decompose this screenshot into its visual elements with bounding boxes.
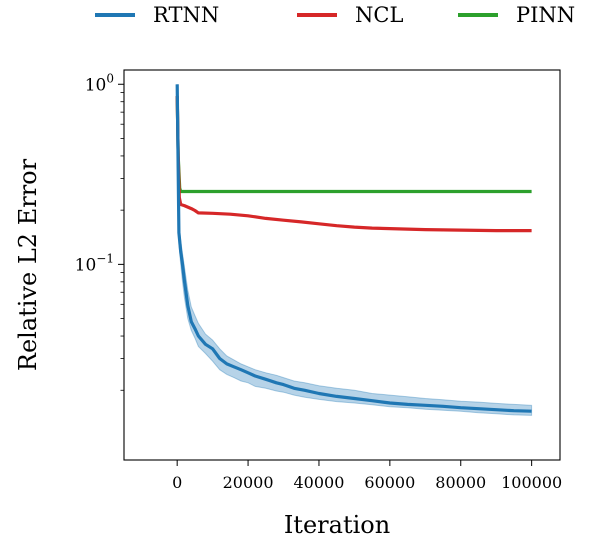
y-tick-label: 10−1 bbox=[75, 251, 114, 275]
ncl-line bbox=[175, 96, 532, 233]
legend-label-pinn: PINN bbox=[516, 3, 575, 27]
series-lines bbox=[175, 84, 532, 413]
legend-label-rtnn: RTNN bbox=[153, 3, 219, 27]
pinn-line bbox=[175, 96, 532, 194]
x-tick-label: 60000 bbox=[364, 473, 415, 492]
legend: RTNN NCL PINN bbox=[95, 3, 575, 27]
y-axis-label: Relative L2 Error bbox=[14, 158, 42, 371]
rtnn-band bbox=[176, 84, 533, 416]
rtnn-line bbox=[175, 84, 532, 413]
legend-label-ncl: NCL bbox=[355, 3, 403, 27]
x-axis-ticks: 0 20000 40000 60000 80000 100000 bbox=[172, 460, 562, 492]
x-tick-label: 20000 bbox=[223, 473, 274, 492]
x-tick-label: 40000 bbox=[294, 473, 345, 492]
x-axis-label: Iteration bbox=[284, 511, 390, 539]
plot-frame bbox=[123, 69, 561, 461]
x-tick-label: 80000 bbox=[435, 473, 486, 492]
x-tick-label: 0 bbox=[172, 473, 182, 492]
y-tick-label: 100 bbox=[85, 71, 114, 95]
confidence-bands bbox=[176, 84, 533, 416]
x-tick-label: 100000 bbox=[501, 473, 562, 492]
y-axis-ticks: 100 10−1 bbox=[75, 71, 124, 391]
